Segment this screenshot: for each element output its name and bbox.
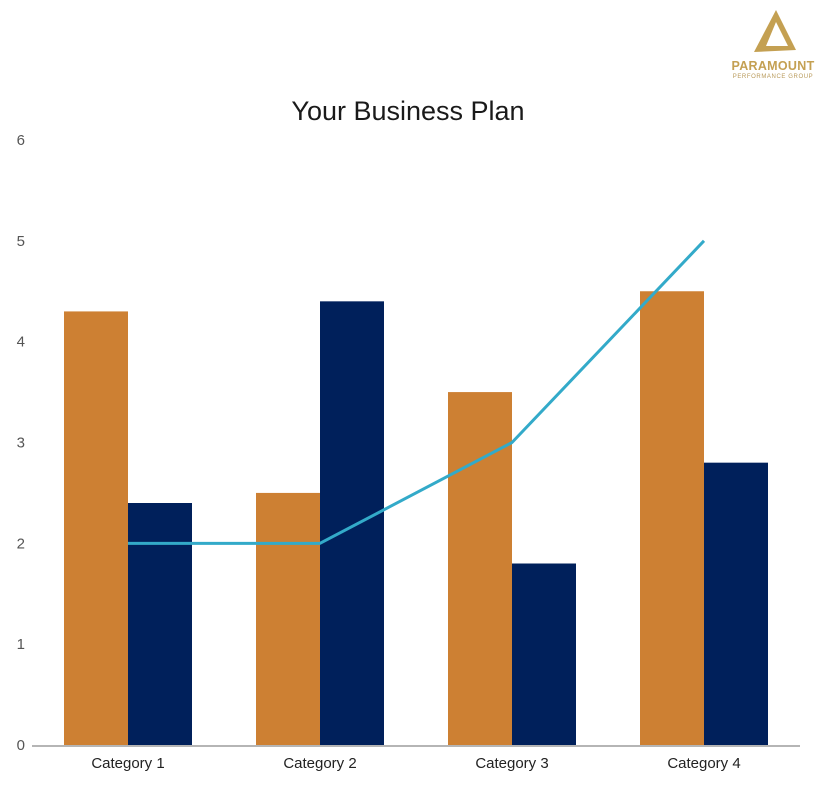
bar-series-2-category-4 [704, 462, 768, 745]
logo-subtitle: PERFORMANCE GROUP [733, 74, 814, 80]
bar-series-1-category-3 [448, 392, 512, 745]
y-tick-label: 6 [17, 132, 25, 149]
bar-series-2-category-1 [128, 503, 192, 745]
logo: PARAMOUNT PERFORMANCE GROUP [731, 10, 814, 80]
x-tick-label: Category 4 [667, 755, 740, 772]
y-tick-label: 4 [17, 334, 25, 351]
chart-title: Your Business Plan [291, 96, 524, 126]
logo-name: PARAMOUNT [731, 59, 814, 73]
bar-series-1-category-2 [256, 492, 320, 745]
x-tick-label: Category 1 [91, 755, 164, 772]
y-tick-label: 5 [17, 233, 25, 250]
bar-series-2-category-3 [512, 563, 576, 745]
lines [128, 239, 706, 545]
bar-series-2-category-2 [320, 301, 384, 745]
y-tick-label: 3 [17, 435, 25, 452]
y-tick-label: 1 [17, 636, 25, 653]
line-series-3 [128, 239, 706, 545]
y-tick-label: 2 [17, 535, 25, 552]
logo-triangle-icon [754, 10, 796, 52]
y-axis: 0 1 2 3 4 5 6 [17, 132, 25, 754]
x-tick-label: Category 3 [475, 755, 548, 772]
x-tick-label: Category 2 [283, 755, 356, 772]
bar-series-1-category-4 [640, 291, 704, 745]
y-tick-label: 0 [17, 737, 25, 754]
x-axis: Category 1 Category 2 Category 3 Category 4 [91, 755, 740, 772]
bars [64, 291, 768, 745]
bar-series-1-category-1 [64, 311, 128, 745]
